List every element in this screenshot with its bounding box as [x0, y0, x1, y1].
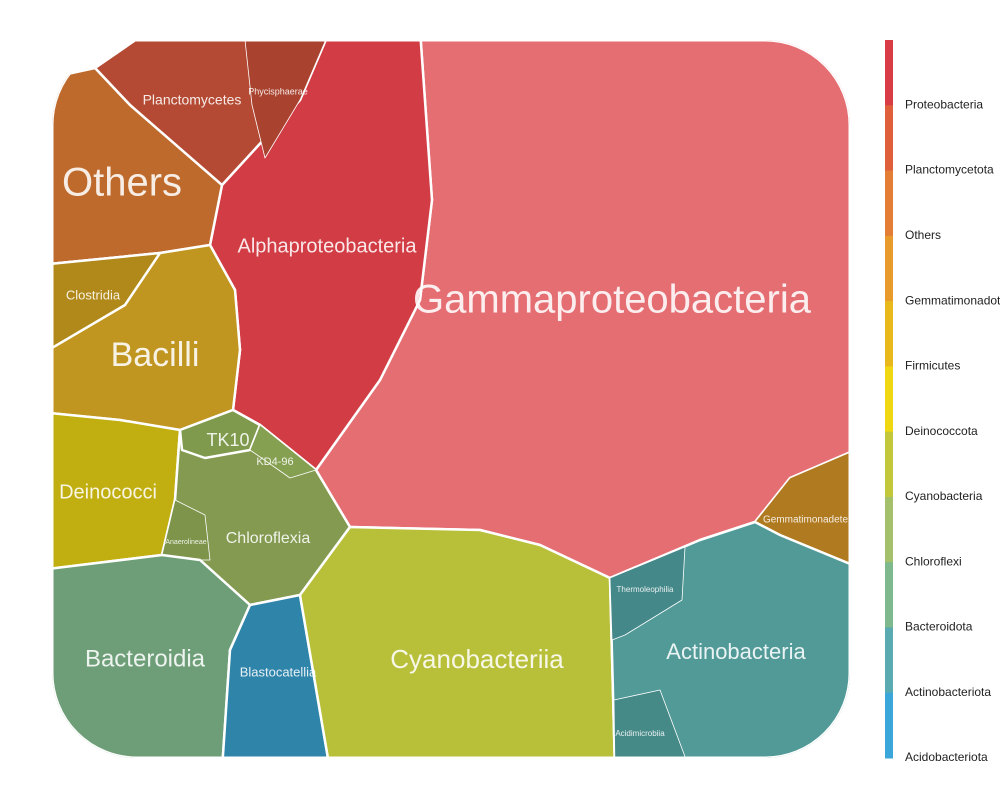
- legend-label: Planctomycetota: [905, 163, 994, 177]
- legend-swatch: [885, 562, 893, 628]
- legend-label: Gemmatimonadota: [905, 293, 1000, 307]
- legend-label: Others: [905, 228, 941, 242]
- cell: [220, 593, 332, 758]
- cell: [609, 546, 686, 641]
- cell-label: Phycisphaerae: [248, 86, 308, 96]
- cell: [613, 689, 691, 758]
- legend-swatch: [885, 431, 893, 498]
- cell-label: Blastocatellia: [240, 664, 317, 679]
- legend-swatch: [885, 40, 893, 106]
- cell-label: Gammaproteobacteria: [413, 278, 812, 322]
- cell-label: Anaerolineae: [165, 539, 206, 546]
- cell: [249, 424, 317, 479]
- legend-swatch: [885, 301, 893, 367]
- cell-label: Thermoleophilia: [617, 585, 674, 594]
- legend-label: Proteobacteria: [905, 97, 983, 111]
- cell-label: Actinobacteria: [666, 639, 806, 664]
- legend-label: Firmicutes: [905, 359, 960, 373]
- cell: [298, 525, 617, 758]
- legend-swatch: [885, 105, 893, 172]
- legend-label: Deinococcota: [905, 424, 978, 438]
- legend: Proteobacteria Planctomycetota Others Gemma…: [885, 40, 1000, 764]
- cell: [244, 40, 331, 159]
- cell-label: TK10: [206, 430, 249, 450]
- cell: [52, 251, 162, 357]
- legend-label: Chloroflexi: [905, 554, 962, 568]
- cell-label: Alphaproteobacteria: [237, 235, 417, 257]
- cells: [52, 40, 850, 758]
- legend-label: Actinobacteriota: [905, 685, 991, 699]
- legend-swatch: [885, 366, 893, 433]
- legend-label: Cyanobacteria: [905, 489, 983, 503]
- legend-swatch: [885, 235, 893, 302]
- legend-label: Bacteroidota: [905, 620, 973, 634]
- cell-label: Deinococci: [59, 481, 157, 503]
- cell-label: Gemmatimonadetes: [763, 515, 853, 526]
- cell-label: Others: [62, 161, 182, 205]
- cell-label: KD4-96: [256, 456, 293, 468]
- cell-label: Clostridia: [66, 287, 121, 302]
- cell-label: Bacilli: [111, 336, 200, 374]
- legend-swatch: [885, 692, 893, 759]
- cell-label: Cyanobacteriia: [390, 644, 564, 674]
- cell-label: Chloroflexia: [226, 530, 311, 547]
- cell-label: Acidimicrobiia: [615, 729, 665, 738]
- legend-swatch: [885, 170, 893, 237]
- cell-label: Planctomycetes: [143, 92, 242, 108]
- legend-swatch: [885, 627, 893, 694]
- cell: [161, 499, 211, 561]
- legend-label: Acidobacteriota: [905, 750, 988, 764]
- cell-label: Bacteroidia: [85, 645, 206, 672]
- labels: Gammaproteobacteria Alphaproteobacteria Pl…: [59, 86, 853, 738]
- legend-swatch: [885, 496, 893, 563]
